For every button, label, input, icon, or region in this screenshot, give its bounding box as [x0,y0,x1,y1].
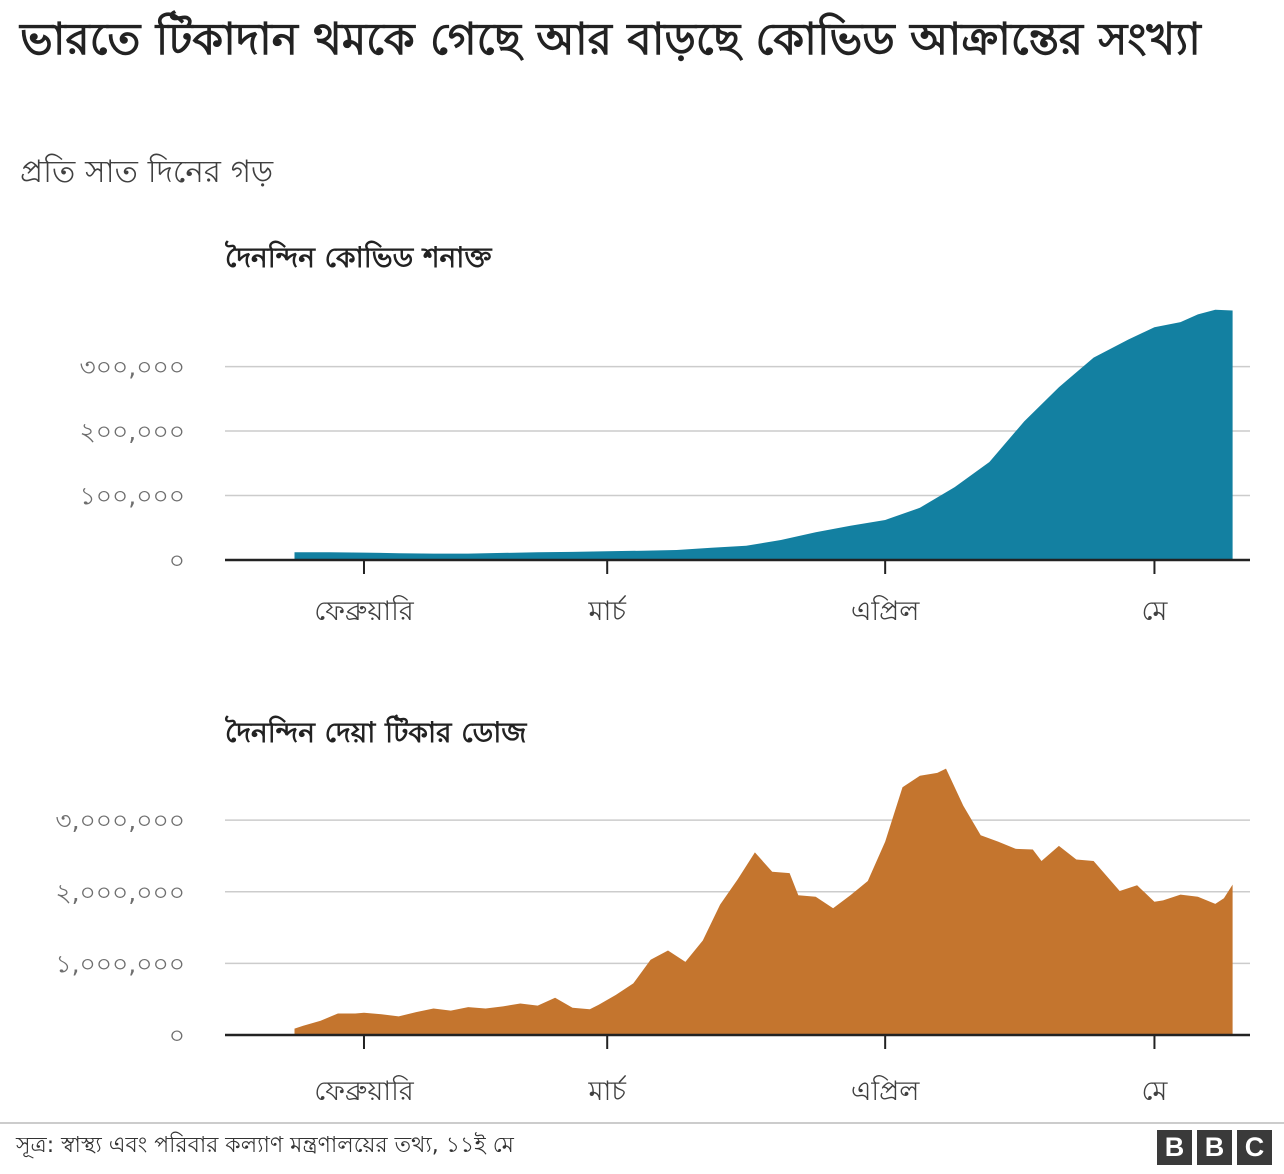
cases-x-tick-label: এপ্রিল [851,595,920,627]
doses-y-tick-label: ৩,০০০,০০০ [55,806,185,835]
cases-x-tick-label: মার্চ [588,595,627,627]
cases-y-tick-label: ১০০,০০০ [80,482,185,511]
cases-area-series [294,309,1233,560]
source-note: সূত্র: স্বাস্থ্য এবং পরিবার কল্যাণ মন্ত্… [16,1133,514,1158]
doses-panel-title: দৈনন্দিন দেয়া টিকার ডোজ [224,714,527,749]
bbc-logo: B B C [1157,1130,1272,1165]
footer-divider [0,1122,1284,1124]
page-subtitle: প্রতি সাত দিনের গড় [20,154,274,190]
cases-y-tick-label: ২০০,০০০ [80,417,185,446]
doses-area-series [294,768,1233,1035]
vaccine-doses-chart: দৈনন্দিন দেয়া টিকার ডোজ ০ ১,০০০,০০০ ২,০০০,… [55,714,1250,1107]
doses-x-tick-label: এপ্রিল [851,1075,920,1107]
bbc-logo-letter: B [1197,1130,1232,1165]
cases-x-tick-label: ফেব্রুয়ারি [314,595,415,627]
cases-y-tick-label: ০ [169,546,185,575]
cases-chart: দৈনন্দিন কোভিড শনাক্ত ০ ১০০,০০০ ২০০,০০০ ৩০০,… [80,240,1250,627]
page-title: ভারতে টিকাদান থমকে গেছে আর বাড়ছে কোভিড … [20,14,1201,65]
cases-panel-title: দৈনন্দিন কোভিড শনাক্ত [224,240,493,274]
bbc-logo-letter: C [1237,1130,1272,1165]
cases-x-tick-label: মে [1141,596,1168,627]
doses-y-tick-label: ২,০০০,০০০ [55,878,185,907]
bbc-logo-letter: B [1157,1130,1192,1165]
doses-y-tick-label: ০ [169,1021,185,1050]
doses-x-tick-label: মে [1141,1076,1168,1107]
doses-x-tick-label: ফেব্রুয়ারি [314,1075,415,1107]
cases-y-tick-label: ৩০০,০০০ [80,353,185,382]
doses-x-tick-label: মার্চ [588,1075,627,1107]
doses-y-tick-label: ১,০০০,০০০ [55,949,185,978]
